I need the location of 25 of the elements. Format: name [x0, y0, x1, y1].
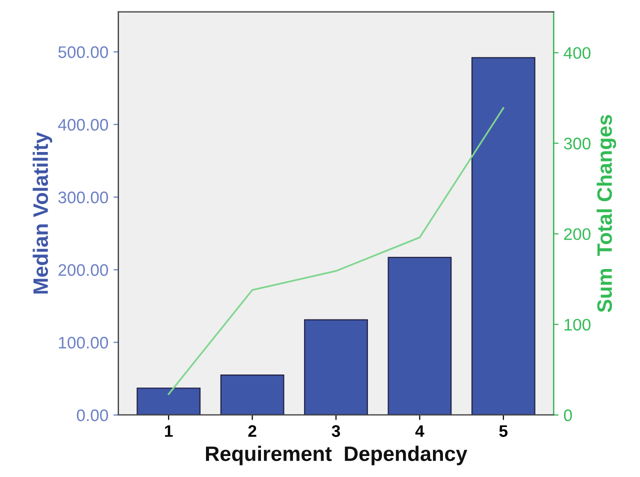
x-axis-title: Requirement Dependancy — [206, 446, 468, 466]
line-series — [168, 107, 504, 395]
y2-tick-label: 0 — [564, 409, 572, 422]
y2-axis-title: Sum Total Changes — [596, 114, 616, 312]
x-tick-label: 2 — [248, 425, 256, 437]
y-tick-label: 200.00 — [58, 264, 108, 276]
y-axis-title: Median Volatility — [32, 132, 52, 294]
y2-tick-label: 400 — [564, 47, 590, 59]
bar — [220, 374, 284, 415]
x-tick-label: 4 — [415, 425, 424, 437]
bar — [471, 57, 536, 415]
x-tick-label: 5 — [499, 425, 508, 437]
y2-tick-label: 200 — [564, 228, 590, 240]
x-tick-label: 1 — [165, 425, 173, 437]
bar — [388, 256, 452, 415]
y-tick-label: 0.00 — [76, 409, 108, 422]
x-tick-label: 3 — [332, 425, 340, 437]
bar — [304, 319, 368, 415]
y-tick-label: 400.00 — [58, 118, 108, 131]
y2-tick-label: 300 — [564, 138, 590, 150]
bar — [136, 388, 201, 415]
y2-tick-label: 100 — [564, 318, 590, 331]
y-tick-label: 500.00 — [58, 46, 108, 58]
y-tick-label: 300.00 — [58, 192, 108, 204]
y-tick-label: 100.00 — [58, 336, 108, 349]
